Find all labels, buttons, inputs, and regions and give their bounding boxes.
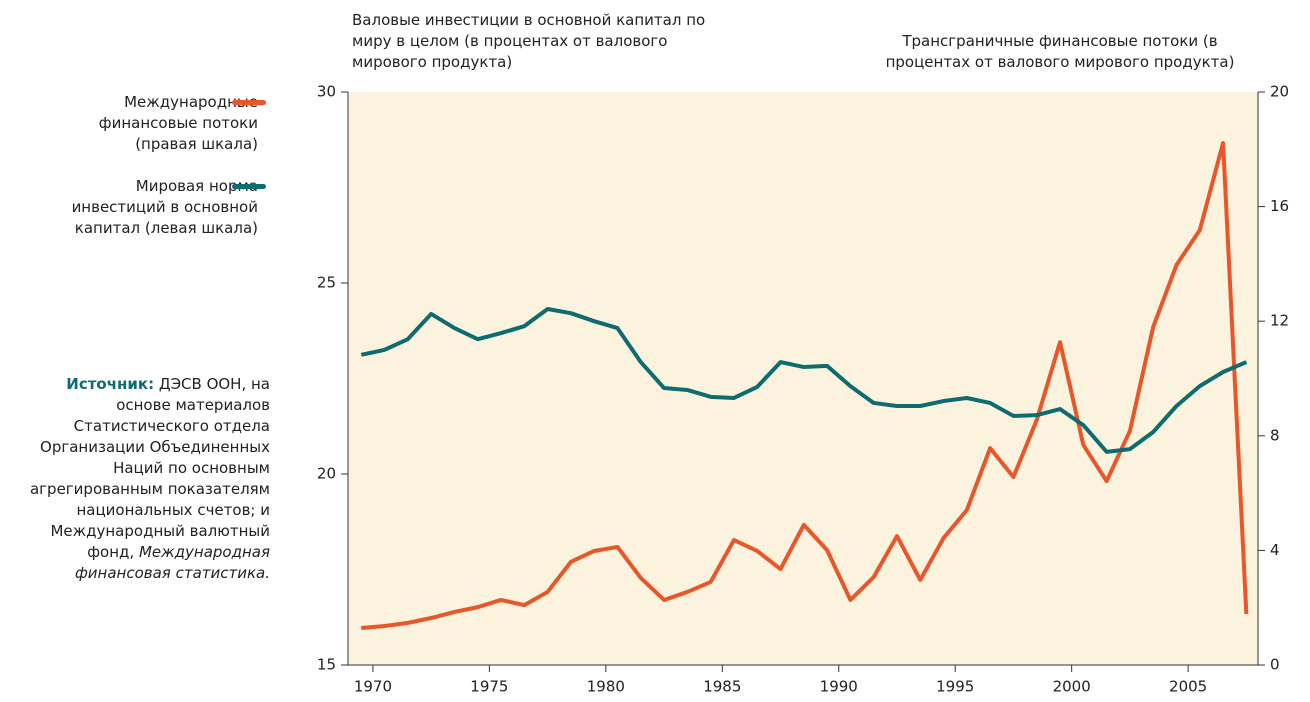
source-italic: Международная финансовая статистика.	[74, 543, 270, 582]
plot-background	[348, 92, 1258, 665]
y-tick-label: 15	[317, 656, 336, 674]
y2-tick-label: 0	[1270, 656, 1280, 674]
x-tick-label: 1970	[354, 678, 392, 696]
x-tick-label: 2005	[1169, 678, 1207, 696]
x-tick-label: 1975	[470, 678, 508, 696]
legend-swatch	[232, 184, 266, 189]
y2-tick-label: 20	[1270, 83, 1289, 101]
y2-tick-label: 12	[1270, 312, 1289, 330]
x-tick-label: 1980	[587, 678, 625, 696]
series-line	[360, 306, 1248, 454]
y2-tick-label: 16	[1270, 197, 1289, 215]
y2-tick-label: 8	[1270, 426, 1280, 444]
y2-axis-title: Трансграничные финансовые потоки (в проц…	[885, 32, 1235, 71]
y-tick-label: 20	[317, 465, 336, 483]
legend-label: Международные финансовые потоки (правая …	[98, 93, 258, 153]
y2-tick-label: 4	[1270, 541, 1280, 559]
source-text: ДЭСВ ООН, на основе материалов Статистич…	[29, 375, 270, 561]
source-label: Источник:	[66, 375, 155, 393]
x-tick-label: 2000	[1053, 678, 1091, 696]
y-axis-title: Валовые инвестиции в основной капитал по…	[352, 11, 706, 71]
x-tick-label: 1995	[936, 678, 974, 696]
legend-swatch	[232, 100, 266, 105]
legend-label: Мировая норма инвестиций в основной капи…	[71, 177, 258, 237]
y-tick-label: 30	[317, 83, 336, 101]
y-tick-label: 25	[317, 274, 336, 292]
x-tick-label: 1990	[820, 678, 858, 696]
series-line	[361, 140, 1249, 631]
source-note: Источник: ДЭСВ ООН, на основе материалов…	[20, 374, 270, 584]
x-tick-label: 1985	[703, 678, 741, 696]
